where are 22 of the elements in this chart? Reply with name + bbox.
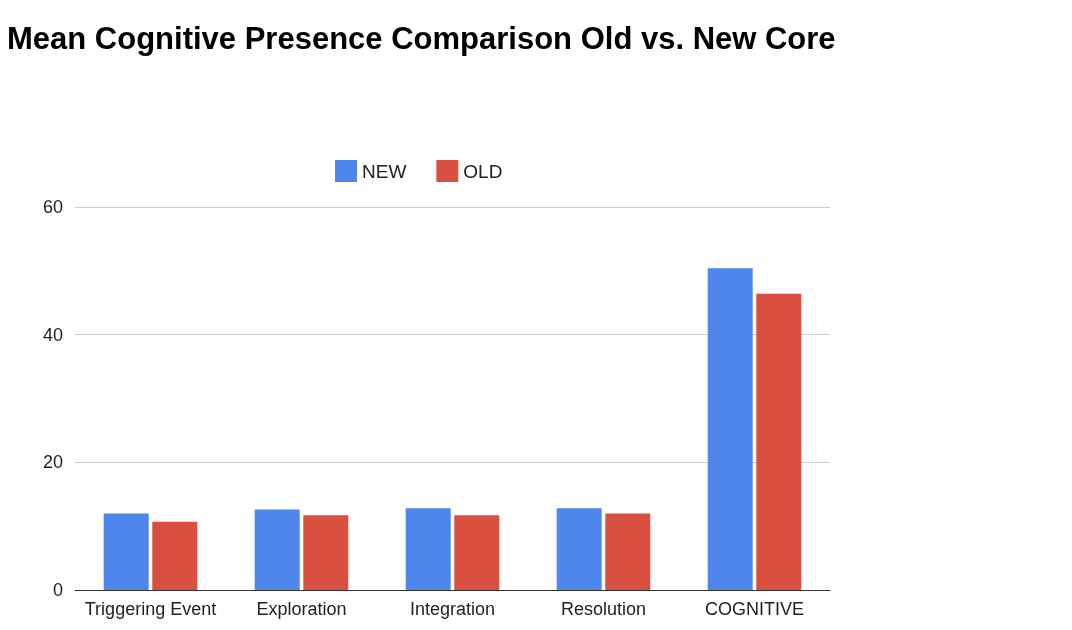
y-tick-label: 20 (42, 452, 63, 473)
bar (707, 268, 753, 590)
x-tick-label: Integration (409, 599, 496, 619)
bar (103, 513, 149, 590)
x-tick-label: Resolution (560, 599, 647, 619)
x-tick-label: COGNITIVE (704, 599, 805, 619)
bar (756, 293, 802, 590)
y-tick-label: 40 (42, 324, 63, 345)
x-tick-label: Triggering Event (84, 599, 217, 619)
legend-label: NEW (362, 160, 407, 182)
y-tick-label: 60 (42, 197, 63, 217)
bar (454, 515, 500, 590)
bar (556, 508, 602, 590)
y-tick-label: 0 (52, 580, 63, 600)
chart-title: Mean Cognitive Presence Comparison Old vs. New Core (7, 21, 836, 56)
bar (405, 508, 451, 590)
bar (605, 513, 651, 590)
bar (303, 515, 349, 590)
bar (254, 509, 300, 590)
legend-label: OLD (463, 160, 503, 182)
bar (152, 521, 198, 590)
x-tick-label: Exploration (256, 599, 347, 619)
